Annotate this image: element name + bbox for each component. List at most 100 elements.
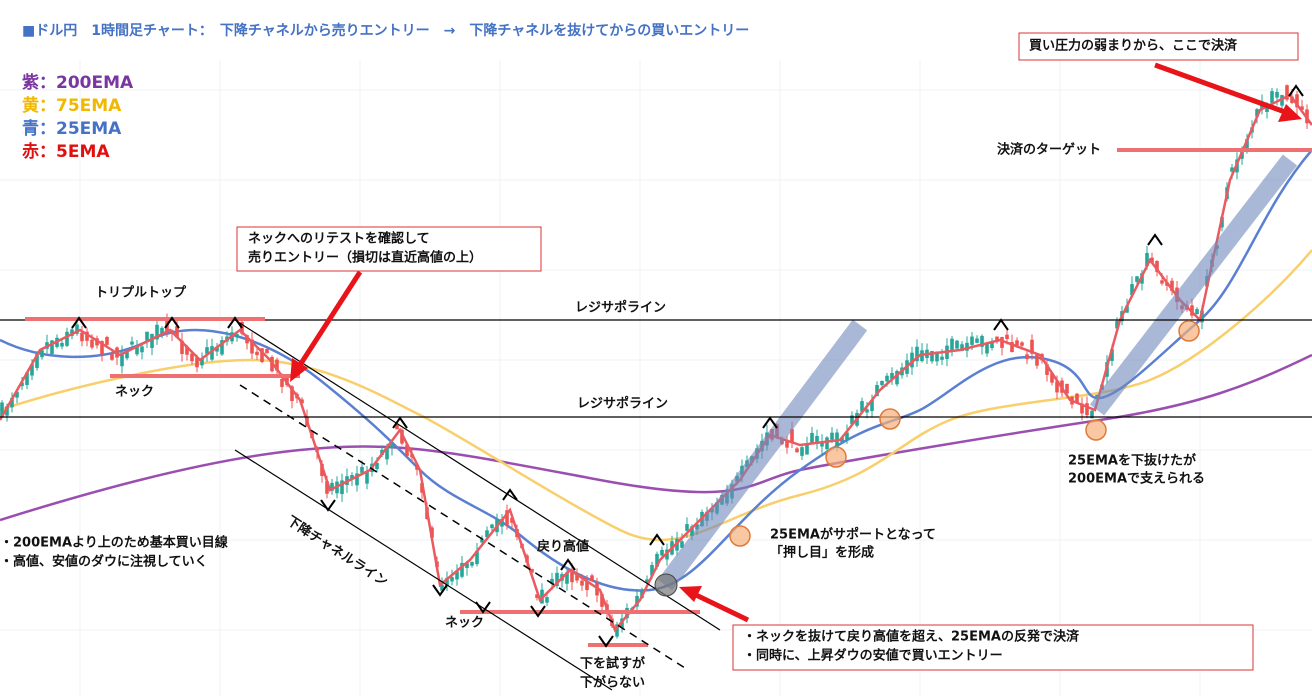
candle-body bbox=[385, 446, 389, 460]
candle-body bbox=[1050, 373, 1054, 383]
candle-body bbox=[205, 347, 209, 354]
candle-body bbox=[140, 346, 144, 353]
candle-body bbox=[555, 572, 559, 587]
candle-body bbox=[810, 432, 814, 444]
candle-body bbox=[1145, 253, 1149, 267]
candle-body bbox=[260, 348, 264, 363]
candle-body bbox=[1275, 91, 1279, 98]
candle-body bbox=[880, 380, 884, 385]
candle-body bbox=[5, 406, 9, 416]
candle-body bbox=[265, 348, 269, 354]
candle-body bbox=[915, 346, 919, 362]
candle-body bbox=[180, 340, 184, 355]
candle-body bbox=[190, 353, 194, 362]
title: ■ドル円 1時間足チャート： 下降チャネルから売りエントリー → 下降チャネルを… bbox=[22, 22, 749, 39]
annotation: 戻り高値 bbox=[536, 539, 589, 555]
legend-item: 赤：5EMA bbox=[22, 141, 110, 162]
candle-body bbox=[1125, 305, 1129, 313]
trend-band bbox=[1089, 154, 1298, 416]
candle-body bbox=[220, 340, 224, 355]
candle-body bbox=[480, 539, 484, 543]
candle-body bbox=[255, 351, 259, 356]
candle-body bbox=[815, 435, 819, 444]
arrow bbox=[297, 270, 363, 367]
annotation: ネックへのリテストを確認して bbox=[248, 231, 430, 247]
candle-body bbox=[100, 341, 104, 355]
candle-body bbox=[490, 524, 494, 529]
candle-body bbox=[800, 447, 804, 456]
annotation: トリプルトップ bbox=[95, 286, 187, 301]
candle-body bbox=[1025, 354, 1029, 360]
marker bbox=[825, 446, 847, 468]
candle-body bbox=[645, 579, 649, 583]
support-markers bbox=[729, 320, 1200, 547]
candle-body bbox=[870, 399, 874, 411]
candle-body bbox=[340, 480, 344, 495]
candle-body bbox=[350, 475, 354, 479]
arrow bbox=[1154, 62, 1286, 115]
candle-body bbox=[830, 432, 834, 440]
candle-body bbox=[1245, 138, 1249, 149]
candle-body bbox=[955, 340, 959, 349]
candle-body bbox=[375, 462, 379, 470]
candle-body bbox=[690, 526, 694, 536]
channel-mid bbox=[239, 384, 686, 669]
candle-body bbox=[535, 594, 539, 598]
candle-body bbox=[575, 574, 579, 581]
annotation: 売りエントリー（損切は直近高値の上） bbox=[248, 250, 482, 266]
candle-body bbox=[1255, 109, 1259, 117]
candle-body bbox=[290, 386, 294, 401]
candle-body bbox=[185, 346, 189, 355]
candle-body bbox=[30, 364, 34, 376]
arrow-head bbox=[1278, 104, 1302, 122]
candle-body bbox=[940, 356, 944, 360]
candle-body bbox=[300, 399, 304, 404]
channel-upper bbox=[234, 319, 721, 631]
candle-body bbox=[1015, 340, 1019, 346]
candle-body bbox=[655, 553, 659, 567]
candle-body bbox=[795, 448, 799, 453]
candle-body bbox=[90, 339, 94, 348]
candle-body bbox=[215, 346, 219, 352]
candle-body bbox=[1030, 339, 1034, 354]
candle-body bbox=[365, 471, 369, 484]
candle-body bbox=[120, 352, 124, 367]
candle-body bbox=[445, 577, 449, 586]
candle-body bbox=[1010, 342, 1014, 352]
candle-body bbox=[195, 357, 199, 368]
candle-body bbox=[210, 346, 214, 360]
candle-body bbox=[250, 339, 254, 354]
arrow bbox=[694, 592, 750, 623]
annotation: レジサポライン bbox=[577, 396, 668, 412]
arrows bbox=[290, 62, 1302, 623]
candle-body bbox=[200, 358, 204, 366]
grid bbox=[0, 60, 1312, 696]
candle-body bbox=[895, 370, 899, 385]
legend-item: 紫：200EMA bbox=[22, 72, 134, 93]
candle-body bbox=[35, 354, 39, 368]
candle-body bbox=[60, 342, 64, 347]
candle-body bbox=[850, 415, 854, 425]
candle-body bbox=[160, 327, 164, 334]
candle-body bbox=[175, 326, 179, 338]
candle-body bbox=[1130, 284, 1134, 296]
candle-body bbox=[965, 342, 969, 351]
candle-body bbox=[360, 466, 364, 473]
annotation: ・200EMAより上のため基本買い目線 bbox=[0, 535, 229, 551]
candle-body bbox=[660, 549, 664, 556]
candle-body bbox=[1135, 276, 1139, 282]
annotation: 買い圧力の弱まりから、ここで決済 bbox=[1029, 38, 1238, 54]
candle-body bbox=[135, 345, 139, 355]
candle-body bbox=[275, 359, 279, 371]
marker bbox=[879, 408, 901, 430]
candle-body bbox=[565, 572, 569, 584]
ema75 bbox=[0, 249, 1312, 542]
candle-body bbox=[570, 569, 574, 583]
candle-body bbox=[685, 524, 689, 531]
candle-body bbox=[1240, 151, 1244, 159]
candle-body bbox=[550, 578, 554, 585]
candle-body bbox=[695, 524, 699, 530]
candle-body bbox=[615, 624, 619, 637]
candle-body bbox=[0, 402, 4, 417]
annotation: ネック bbox=[115, 385, 154, 400]
